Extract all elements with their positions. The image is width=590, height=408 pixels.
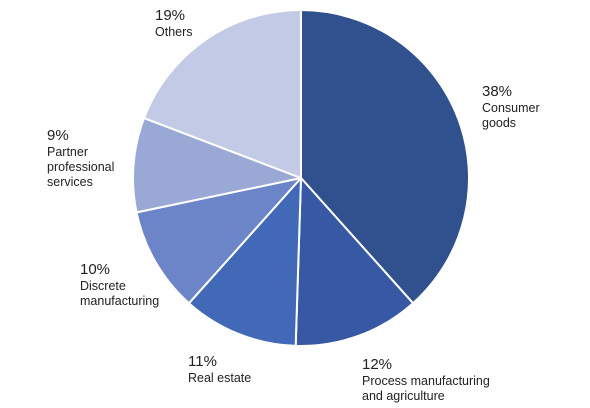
slice-name-0-line-0: Consumer	[482, 101, 540, 115]
pie-slices	[132, 9, 470, 347]
slice-name-4-line-0: Partner	[47, 145, 88, 159]
slice-percent-2: 11%	[188, 353, 217, 370]
slice-percent-5: 19%	[155, 7, 185, 24]
slice-percent-1: 12%	[362, 356, 392, 373]
pie-slice-4	[132, 117, 302, 214]
pie-slice-5	[143, 9, 302, 179]
slice-label-5: 19%Others	[155, 7, 193, 39]
slice-percent-3: 10%	[80, 261, 110, 278]
pie-slice-1	[294, 177, 415, 347]
slice-name-0-line-1: goods	[482, 116, 516, 130]
pie-slice-0	[300, 9, 470, 305]
pie-slice-2	[187, 177, 302, 347]
slice-name-5-line-0: Others	[155, 25, 193, 39]
slice-name-4-line-2: services	[47, 175, 93, 189]
slice-name-3-line-1: manufacturing	[80, 294, 159, 308]
slice-percent-4: 9%	[47, 127, 69, 144]
slice-name-1-line-1: and agriculture	[362, 389, 445, 403]
slice-name-2-line-0: Real estate	[188, 371, 251, 385]
slice-percent-0: 38%	[482, 83, 512, 100]
slice-name-4-line-1: professional	[47, 160, 114, 174]
slice-name-3-line-0: Discrete	[80, 279, 126, 293]
pie-slice-3	[135, 177, 302, 305]
slice-label-2: 11%Real estate	[188, 353, 251, 385]
slice-name-1-line-0: Process manufacturing	[362, 374, 490, 388]
